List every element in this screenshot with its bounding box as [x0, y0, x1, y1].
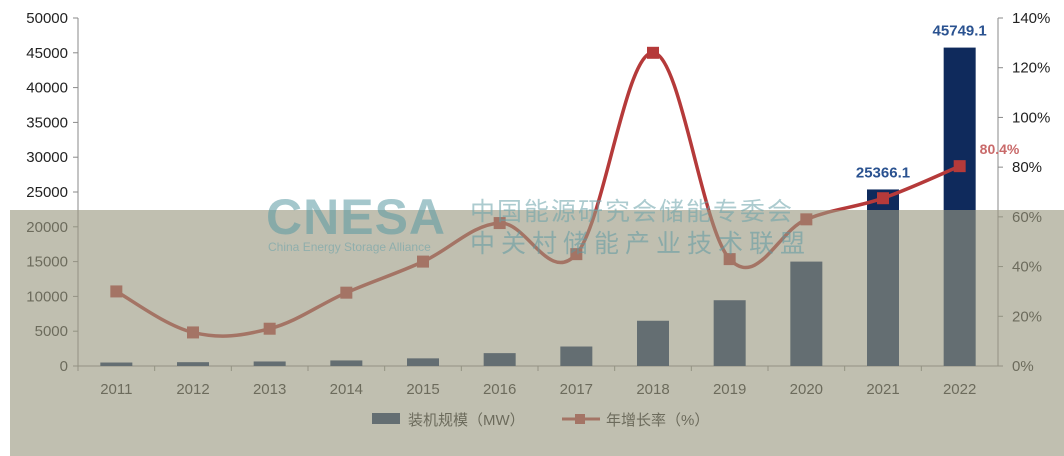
- right-tick-label: 20%: [1012, 308, 1042, 325]
- legend-bar-swatch: [372, 413, 400, 424]
- left-tick-label: 45000: [26, 45, 68, 62]
- left-tick-label: 40000: [26, 80, 68, 97]
- growth-rate-point: [110, 285, 123, 298]
- growth-rate-point: [417, 255, 429, 268]
- x-tick-label: 2018: [636, 381, 669, 398]
- left-tick-label: 20000: [26, 219, 68, 236]
- left-tick-label: 35000: [26, 114, 68, 131]
- legend-bar-label: 装机规模（MW）: [408, 412, 525, 429]
- right-tick-label: 40%: [1012, 259, 1042, 276]
- left-tick-label: 50000: [26, 10, 68, 27]
- left-tick-label: 0: [60, 358, 68, 375]
- left-tick-label: 10000: [26, 288, 68, 305]
- left-tick-label: 15000: [26, 254, 68, 271]
- x-tick-label: 2017: [560, 381, 593, 398]
- x-tick-label: 2020: [790, 381, 823, 398]
- x-tick-label: 2014: [330, 381, 363, 398]
- x-tick-label: 2016: [483, 381, 516, 398]
- legend-line-label: 年增长率（%）: [606, 412, 709, 429]
- right-tick-label: 0%: [1012, 358, 1034, 375]
- growth-rate-point: [340, 286, 353, 299]
- right-tick-label: 140%: [1012, 10, 1050, 27]
- bar: [790, 261, 823, 366]
- right-tick-label: 100%: [1012, 109, 1050, 126]
- bar: [253, 361, 286, 366]
- bar: [867, 189, 899, 366]
- growth-rate-point: [877, 192, 889, 205]
- growth-rate-point: [493, 217, 506, 230]
- bar: [943, 47, 976, 366]
- growth-rate-point: [953, 160, 966, 173]
- x-tick-label: 2022: [943, 381, 976, 398]
- bar: [560, 346, 593, 366]
- x-tick-label: 2012: [176, 381, 209, 398]
- growth-rate-point: [263, 322, 276, 335]
- growth-rate-point: [647, 46, 659, 59]
- right-tick-label: 60%: [1012, 209, 1042, 226]
- bar-data-label: 25366.1: [856, 164, 910, 181]
- right-tick-label: 80%: [1012, 159, 1042, 176]
- growth-rate-point: [187, 326, 199, 339]
- line-data-label: 80.4%: [980, 141, 1020, 157]
- growth-rate-line: [115, 51, 961, 338]
- x-tick-label: 2013: [253, 381, 286, 398]
- legend-line-marker: [575, 414, 585, 424]
- x-tick-label: 2021: [866, 381, 899, 398]
- bar: [100, 362, 133, 366]
- right-tick-label: 120%: [1012, 60, 1050, 77]
- x-tick-label: 2019: [713, 381, 746, 398]
- bar: [177, 362, 209, 366]
- bar-data-label: 45749.1: [933, 23, 987, 40]
- growth-rate-point: [800, 213, 813, 226]
- left-tick-label: 5000: [35, 323, 68, 340]
- bar: [483, 353, 516, 366]
- bar: [637, 320, 669, 366]
- bar: [713, 300, 746, 366]
- growth-rate-point: [723, 253, 736, 266]
- bar: [330, 360, 363, 366]
- left-tick-label: 30000: [26, 149, 68, 166]
- x-tick-label: 2015: [406, 381, 439, 398]
- bar: [407, 358, 439, 366]
- left-tick-label: 25000: [26, 184, 68, 201]
- growth-rate-point: [570, 248, 583, 261]
- x-tick-label: 2011: [100, 381, 132, 398]
